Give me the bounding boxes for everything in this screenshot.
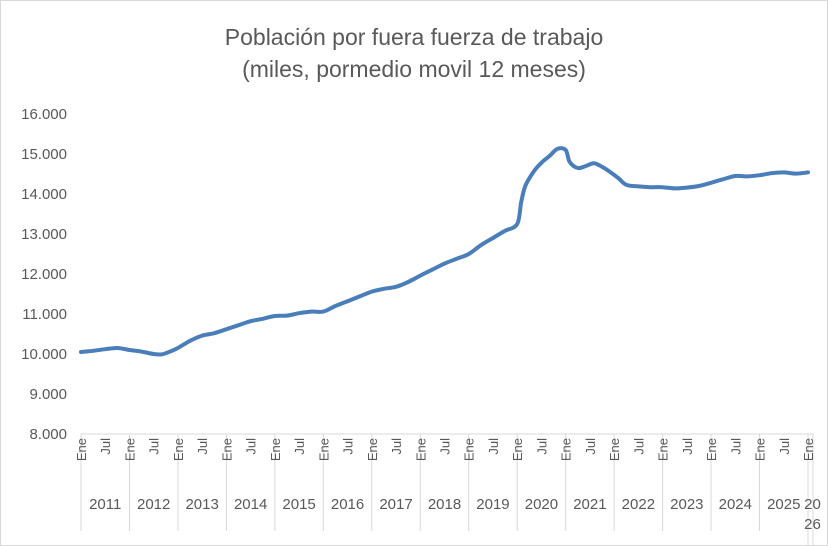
x-month-label: Ene — [413, 438, 428, 461]
year-label: 2012 — [137, 496, 170, 513]
year-label: 2024 — [719, 496, 752, 513]
x-month-label: Ene — [559, 438, 574, 461]
x-month-label: Ene — [268, 438, 283, 461]
chart-title-line-1: Población por fuera fuerza de trabajo — [224, 24, 604, 50]
x-month-label: Ene — [365, 438, 380, 461]
x-month-label: Jul — [98, 438, 113, 455]
year-label: 2016 — [331, 496, 364, 513]
x-month-label: Jul — [631, 438, 646, 455]
year-label-2026-part2: 26 — [804, 516, 821, 533]
x-month-label: Jul — [534, 438, 549, 455]
x-month-label: Ene — [316, 438, 331, 461]
x-month-label: Jul — [147, 438, 162, 455]
x-month-label: Ene — [656, 438, 671, 461]
y-axis-labels: 8.000 9.000 10.000 11.000 12.000 13.000 14.000… — [21, 106, 67, 443]
series-layer — [79, 146, 810, 357]
y-tick-label: 13.000 — [21, 226, 67, 243]
x-month-label: Jul — [777, 438, 792, 455]
x-month-label: Jul — [438, 438, 453, 455]
x-month-label: Ene — [753, 438, 768, 461]
year-label: 2013 — [185, 496, 218, 513]
year-label-2026-part1: 20 — [804, 496, 821, 513]
y-tick-label: 11.000 — [22, 306, 67, 323]
y-tick-label: 15.000 — [21, 146, 67, 163]
x-month-label: Jul — [486, 438, 501, 455]
series-line — [79, 146, 810, 357]
x-axis: Ene Jul 2011 Ene Jul 2012 Ene Jul 2013 Ene Jul 2014… — [74, 433, 821, 545]
chart-title: Población por fuera fuerza de trabajo (m… — [1, 21, 827, 85]
year-label: 2015 — [282, 496, 315, 513]
x-month-label: Ene — [704, 438, 719, 461]
year-label: 2018 — [428, 496, 461, 513]
x-month-label: Ene — [122, 438, 137, 461]
x-month-label: Ene — [171, 438, 186, 461]
year-label: 2011 — [89, 496, 121, 513]
y-tick-label: 10.000 — [21, 346, 67, 363]
y-tick-label: 8.000 — [29, 426, 67, 443]
x-month-label: Ene — [74, 438, 89, 461]
x-month-label: Ene — [510, 438, 525, 461]
year-label: 2019 — [476, 496, 509, 513]
chart-title-line-2: (miles, pormedio movil 12 meses) — [242, 56, 586, 82]
x-month-label: Ene — [607, 438, 622, 461]
year-label: 2025 — [767, 496, 800, 513]
year-label: 2014 — [234, 496, 267, 513]
x-month-label: Jul — [195, 438, 210, 455]
x-month-label: Ene — [462, 438, 477, 461]
y-tick-label: 9.000 — [29, 386, 67, 403]
x-month-label: Jul — [292, 438, 307, 455]
y-tick-label: 14.000 — [21, 186, 67, 203]
x-month-label: Ene — [801, 438, 816, 461]
year-label: 2017 — [379, 496, 412, 513]
x-month-label: Jul — [341, 438, 356, 455]
x-month-label: Jul — [244, 438, 259, 455]
y-tick-label: 16.000 — [21, 106, 67, 123]
year-label: 2020 — [525, 496, 558, 513]
year-label: 2023 — [670, 496, 703, 513]
y-tick-label: 12.000 — [21, 266, 67, 283]
x-month-label: Jul — [728, 438, 743, 455]
year-label: 2022 — [622, 496, 655, 513]
x-month-label: Jul — [583, 438, 598, 455]
x-month-label: Jul — [680, 438, 695, 455]
x-month-label: Ene — [219, 438, 234, 461]
year-label: 2021 — [573, 496, 606, 513]
x-month-label: Jul — [389, 438, 404, 455]
